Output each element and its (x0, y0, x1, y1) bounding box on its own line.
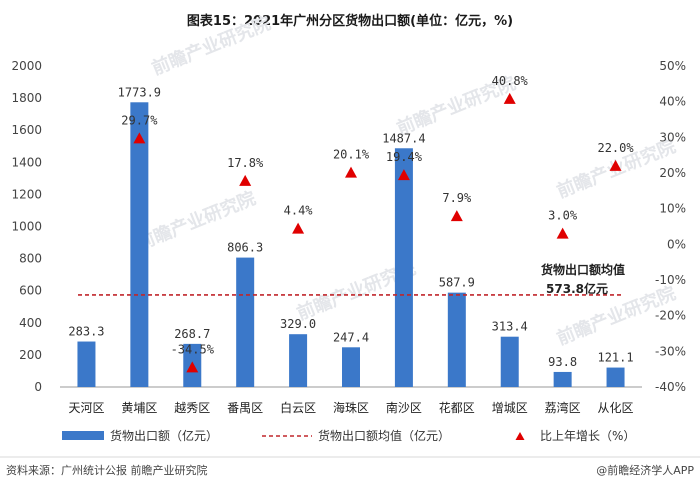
bar-data-label: 268.7 (174, 327, 210, 341)
bar (606, 367, 625, 387)
right-axis-tick-label: 40% (659, 95, 686, 109)
bar (342, 347, 360, 387)
growth-data-label: 22.0% (597, 141, 634, 155)
right-axis-tick-label: 30% (659, 130, 686, 144)
right-axis-tick-label: 20% (659, 166, 686, 180)
category-labels: 天河区 黄埔区 越秀区 番禺区 白云区 海珠区 南沙区 花都区 增城区 荔湾区 从化区 (68, 400, 633, 415)
left-axis-tick-label: 1600 (11, 123, 42, 137)
growth-marker (397, 169, 410, 181)
growth-data-label: 17.8% (227, 156, 264, 170)
category-label: 从化区 (598, 401, 634, 415)
category-label: 天河区 (68, 401, 104, 415)
right-axis-tick-label: 10% (659, 202, 686, 216)
growth-data-label: 3.0% (548, 209, 578, 223)
bar-data-labels: 283.3 1773.9 268.7 806.3 329.0 247.4 1487.4 587… (68, 85, 633, 369)
growth-marker (556, 227, 569, 239)
growth-marker (292, 222, 305, 234)
left-axis: 0 200 400 600 800 1000 1200 1400 1600 1800 2000 (11, 59, 42, 394)
left-axis-tick-label: 1800 (11, 91, 42, 105)
bar-data-label: 329.0 (280, 317, 316, 331)
bar (77, 341, 96, 387)
legend-growth-label: 比上年增长（%） (540, 429, 635, 443)
growth-data-labels: 29.7% -34.5% 17.8% 4.4% 20.1% 19.4% 7.9% 40.8% 3… (121, 74, 634, 357)
category-label: 黄埔区 (121, 401, 157, 415)
bar-data-label: 283.3 (68, 325, 104, 339)
right-axis-tick-label: -40% (655, 380, 686, 394)
category-label: 增城区 (492, 401, 528, 415)
left-axis-tick-label: 1400 (11, 155, 42, 169)
bar-data-label: 1487.4 (382, 131, 425, 145)
growth-data-label: 40.8% (492, 74, 529, 88)
growth-marker (239, 174, 252, 186)
bar-data-label: 806.3 (227, 241, 263, 255)
growth-data-label: 4.4% (284, 204, 314, 218)
average-annotation: 货物出口额均值 573.8亿元 (541, 262, 625, 296)
legend: 货物出口额（亿元） 货物出口额均值（亿元） 比上年增长（%） (62, 428, 635, 443)
bar (394, 148, 413, 387)
category-label: 南沙区 (386, 400, 422, 415)
bar-data-label: 121.1 (597, 351, 633, 365)
left-axis-tick-label: 800 (19, 252, 42, 266)
legend-average-label: 货物出口额均值（亿元） (318, 428, 450, 443)
bar (553, 371, 572, 387)
left-axis-tick-label: 2000 (11, 59, 42, 73)
growth-data-label: 19.4% (386, 150, 423, 164)
left-axis-tick-label: 200 (19, 348, 42, 362)
left-axis-tick-label: 1200 (11, 187, 42, 201)
bar-series (77, 102, 625, 387)
category-label: 越秀区 (174, 401, 210, 415)
left-axis-tick-label: 600 (19, 284, 42, 298)
bar (500, 336, 519, 387)
legend-triangle-swatch (515, 432, 525, 440)
growth-marker (186, 361, 199, 373)
average-annotation-line2: 573.8亿元 (546, 281, 608, 296)
left-axis-tick-label: 400 (19, 316, 42, 330)
bar-data-label: 1773.9 (118, 85, 161, 99)
category-label: 海珠区 (333, 400, 369, 415)
category-label: 荔湾区 (545, 400, 581, 415)
bar-data-label: 587.9 (439, 276, 475, 290)
bar (447, 292, 466, 387)
bar (289, 334, 308, 387)
legend-bar-swatch (62, 431, 104, 440)
growth-marker (450, 210, 463, 222)
growth-data-label: -34.5% (171, 342, 215, 356)
right-axis-tick-label: -10% (655, 273, 686, 287)
category-label: 花都区 (439, 400, 475, 415)
bar-data-label: 93.8 (548, 355, 577, 369)
bar (236, 257, 255, 387)
growth-marker (609, 159, 622, 171)
bar (130, 102, 149, 387)
growth-marker (503, 92, 516, 104)
right-axis-tick-label: -20% (655, 309, 686, 323)
right-axis-tick-label: 50% (659, 59, 686, 73)
growth-data-label: 20.1% (333, 148, 370, 162)
growth-marker (345, 166, 357, 178)
footer-brand: @前瞻经济学人APP (596, 463, 694, 477)
left-axis-tick-label: 0 (34, 380, 42, 394)
left-axis-tick-label: 1000 (11, 220, 42, 234)
growth-marker (133, 132, 146, 144)
right-axis: -40% -30% -20% -10% 0% 10% 20% 30% 40% 50% (655, 59, 686, 394)
bar-data-label: 247.4 (333, 330, 369, 344)
legend-bar-label: 货物出口额（亿元） (110, 428, 218, 443)
footer-source: 资料来源：广州统计公报 前瞻产业研究院 (6, 463, 208, 477)
category-label: 番禺区 (227, 401, 263, 415)
right-axis-tick-label: -30% (655, 344, 686, 358)
bar-data-label: 313.4 (492, 320, 528, 334)
category-label: 白云区 (280, 400, 316, 415)
average-annotation-line1: 货物出口额均值 (541, 262, 625, 277)
chart-title: 图表15：2021年广州分区货物出口额(单位：亿元，%) (187, 13, 513, 29)
growth-series (133, 92, 622, 373)
growth-data-label: 29.7% (121, 113, 158, 127)
right-axis-tick-label: 0% (667, 237, 686, 251)
growth-data-label: 7.9% (442, 191, 472, 205)
